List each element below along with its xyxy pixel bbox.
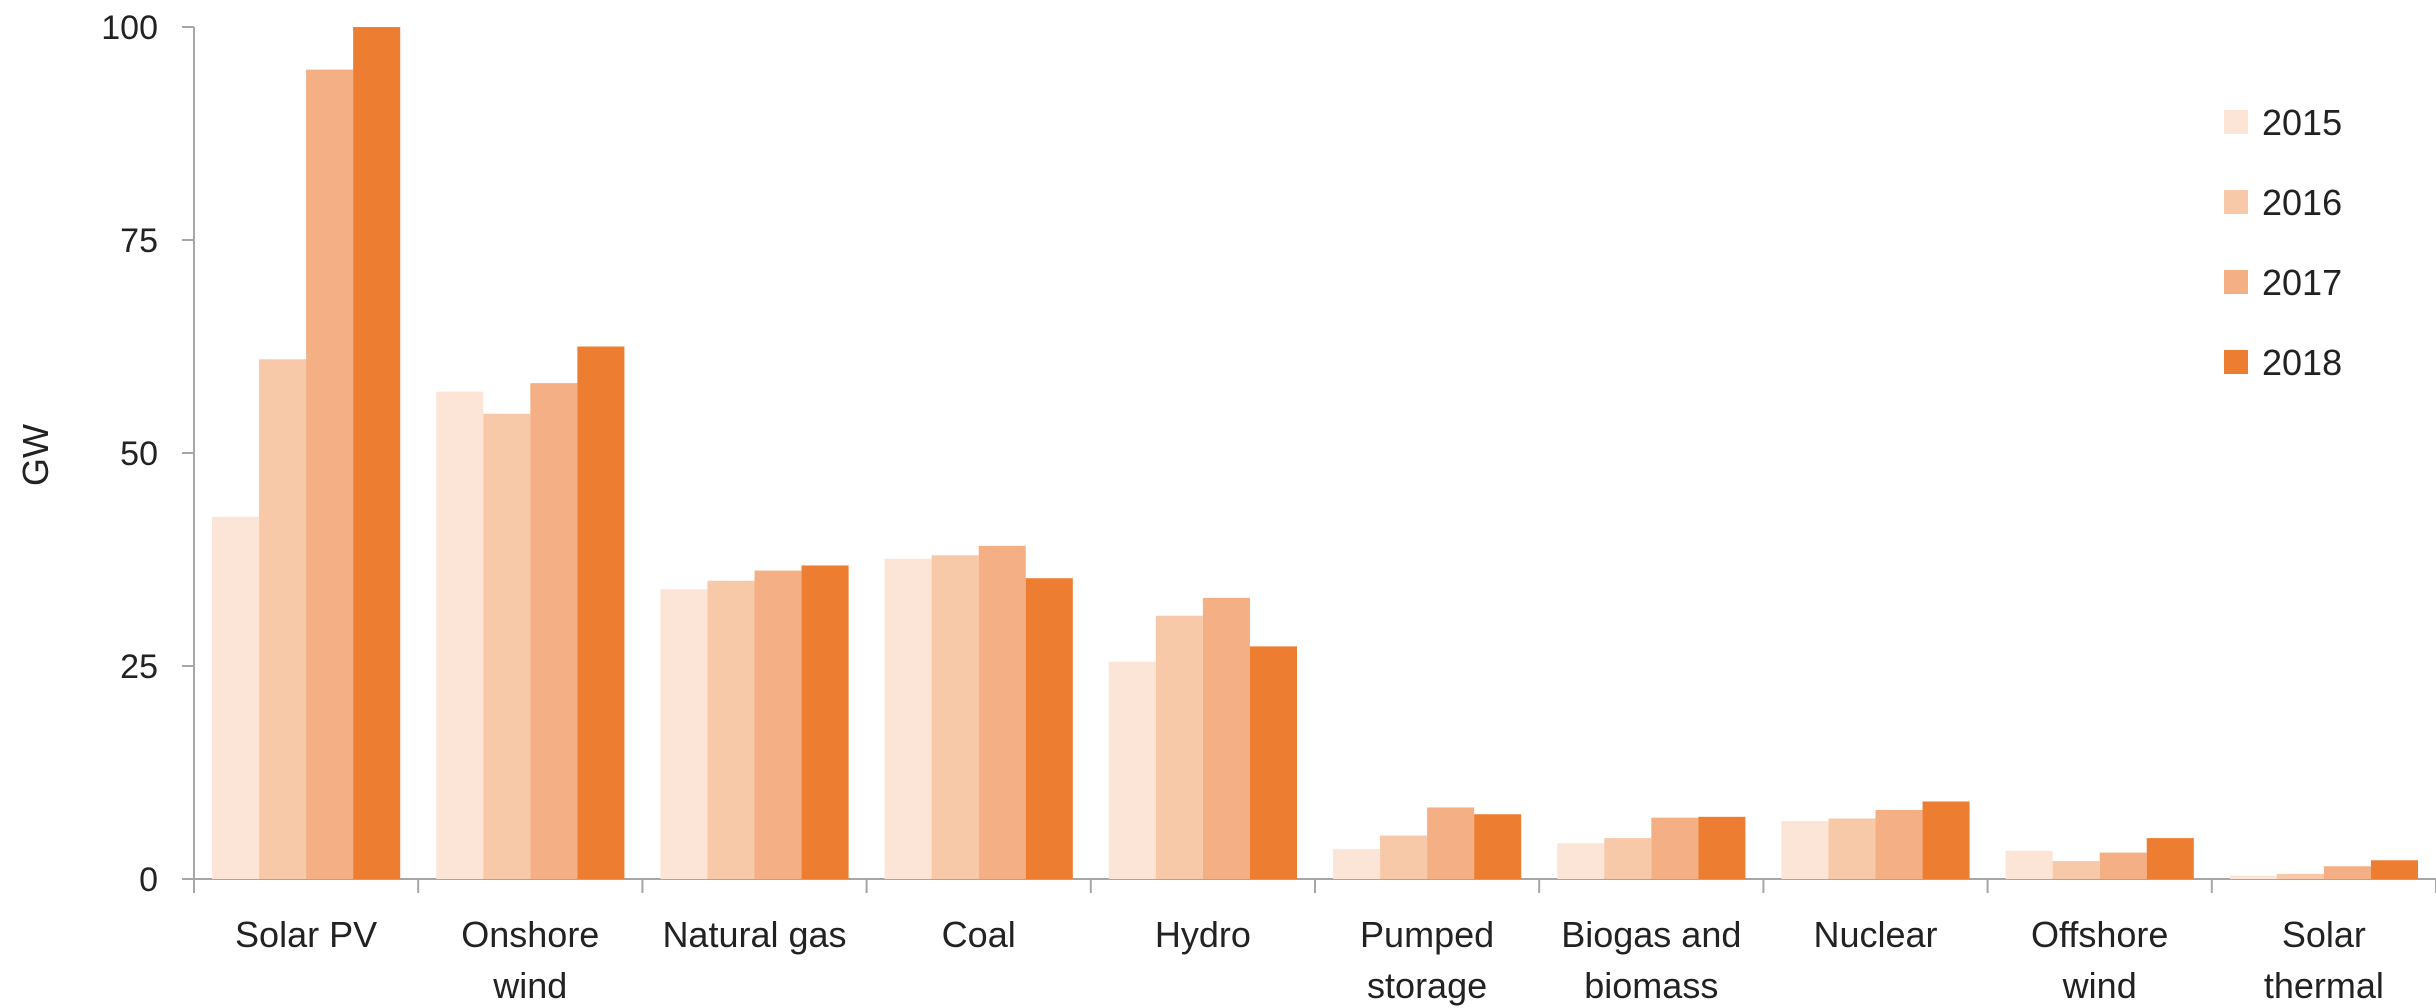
bar-2015 <box>1108 661 1156 879</box>
bar-2015 <box>1781 821 1829 879</box>
x-tick-label-line: Pumped <box>1360 914 1494 955</box>
x-tick-label-line: Onshore <box>461 914 599 955</box>
bar-2017 <box>2099 852 2147 879</box>
legend-swatch-2015 <box>2224 110 2248 134</box>
x-tick-label-line: Nuclear <box>1813 914 1937 955</box>
bar-2016 <box>1604 838 1652 879</box>
bar-2018 <box>577 346 625 879</box>
x-axis: Solar PV Onshore wind Natural gas Coal Hydro P… <box>193 878 2436 1006</box>
bar-2018 <box>1025 578 1073 879</box>
y-tick-label: 100 <box>101 9 158 47</box>
legend: 2015 2016 2017 2018 <box>2224 102 2342 383</box>
x-tick-label-line: Solar PV <box>235 914 377 955</box>
y-axis: 0 25 50 75 100 <box>101 9 195 899</box>
x-tick-label-line: biomass <box>1584 965 1718 1006</box>
x-tick-label: Biogas and biomass <box>1561 914 1741 1006</box>
bar-2015 <box>436 391 484 879</box>
x-tick-label: Offshore wind <box>2031 914 2168 1006</box>
bar-2018 <box>1474 814 1522 879</box>
bar-2016 <box>1380 835 1428 879</box>
y-axis-title: GW <box>15 424 56 486</box>
bar-2016 <box>259 359 307 879</box>
y-tick-label: 0 <box>139 861 158 899</box>
bar-2017 <box>1651 817 1699 879</box>
x-tick-label: Onshore wind <box>461 914 599 1006</box>
bar-2018 <box>353 27 401 879</box>
bar-2016 <box>1155 615 1203 879</box>
x-tick-label: Hydro <box>1155 914 1251 955</box>
bar-2017 <box>530 383 578 879</box>
bar-2017 <box>1427 807 1475 879</box>
bar-2015 <box>1557 843 1605 879</box>
legend-swatch-2016 <box>2224 190 2248 214</box>
legend-label: 2017 <box>2262 262 2342 303</box>
x-tick-label-line: Hydro <box>1155 914 1251 955</box>
bar-2016 <box>931 555 979 879</box>
x-tick-label-line: Coal <box>942 914 1016 955</box>
bar-2015 <box>1333 849 1381 879</box>
bar-2018 <box>1922 801 1970 879</box>
legend-label: 2016 <box>2262 182 2342 223</box>
x-tick-label: Coal <box>942 914 1016 955</box>
bar-2015 <box>2229 875 2277 879</box>
bar-2017 <box>754 570 802 879</box>
x-tick-label-line: Biogas and <box>1561 914 1741 955</box>
bar-2018 <box>801 565 849 879</box>
bar-2016 <box>2276 873 2324 879</box>
bar-2015 <box>660 589 708 879</box>
bar-2017 <box>1875 809 1923 879</box>
bar-2017 <box>978 545 1026 879</box>
bars <box>212 27 2418 880</box>
legend-swatch-2018 <box>2224 350 2248 374</box>
x-tick-label: Nuclear <box>1813 914 1937 955</box>
x-tick-label-line: Solar <box>2282 914 2366 955</box>
bar-2018 <box>1249 646 1297 879</box>
x-tick-label-line: wind <box>2062 965 2137 1006</box>
x-tick-label-line: wind <box>492 965 567 1006</box>
bar-2016 <box>707 580 755 879</box>
y-tick-label: 75 <box>120 222 158 260</box>
bar-2015 <box>212 516 260 879</box>
bar-2017 <box>2323 866 2371 879</box>
x-tick-label-line: storage <box>1367 965 1487 1006</box>
legend-label: 2015 <box>2262 102 2342 143</box>
legend-swatch-2017 <box>2224 270 2248 294</box>
x-tick-label-line: Offshore <box>2031 914 2168 955</box>
bar-2018 <box>1698 816 1746 879</box>
x-tick-label-line: Natural gas <box>662 914 846 955</box>
bar-2016 <box>2052 861 2100 879</box>
x-tick-label-line: thermal <box>2264 965 2384 1006</box>
bar-2018 <box>2146 838 2194 879</box>
bar-2016 <box>1828 818 1876 879</box>
bar-2017 <box>1202 597 1250 879</box>
x-tick-label: Solar thermal <box>2264 914 2384 1006</box>
legend-label: 2018 <box>2262 342 2342 383</box>
x-tick-label: Pumped storage <box>1360 914 1494 1006</box>
bar-2018 <box>2370 860 2418 879</box>
bar-2016 <box>483 413 531 879</box>
y-tick-label: 25 <box>120 648 158 686</box>
bar-2015 <box>884 558 932 879</box>
x-tick-label: Natural gas <box>662 914 846 955</box>
y-tick-label: 50 <box>120 435 158 473</box>
bar-2017 <box>306 69 354 880</box>
bar-2015 <box>2005 850 2053 879</box>
x-tick-label: Solar PV <box>235 914 377 955</box>
